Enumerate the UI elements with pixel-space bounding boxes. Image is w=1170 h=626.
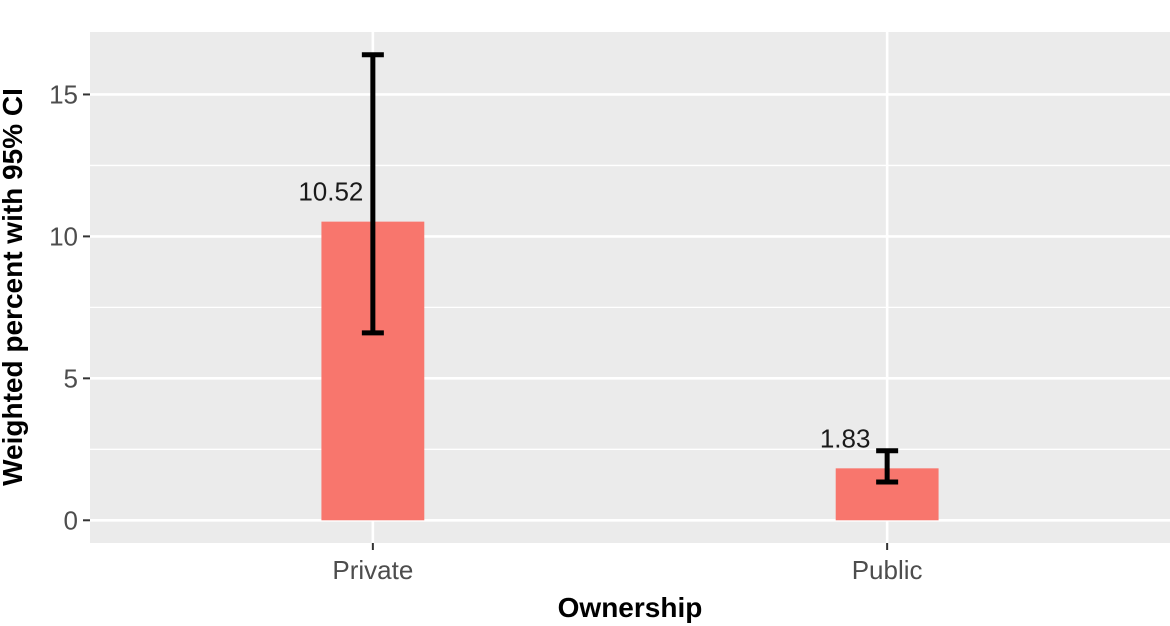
errorbar-public [876,448,899,485]
y-axis-title: Weighted percent with 95% CI [0,88,28,486]
x-tick-label: Public [852,555,923,585]
plot-panel [90,32,1170,543]
y-tick-label: 5 [64,363,78,393]
x-axis-title: Ownership [558,592,703,623]
value-label-public: 1.83 [820,423,871,453]
error-bars [361,52,899,485]
y-tick-label: 10 [49,221,78,251]
x-axis: Private Public [332,543,923,585]
grid-minor [90,164,1170,450]
x-tick-label: Private [332,555,413,585]
y-tick-label: 15 [49,79,78,109]
value-labels: 10.52 1.83 [298,177,870,454]
grid-major [90,32,1170,543]
y-tick-label: 0 [64,505,78,535]
value-label-private: 10.52 [298,177,363,207]
errorbar-private [361,52,384,336]
y-axis: 0 5 10 15 [49,79,90,535]
